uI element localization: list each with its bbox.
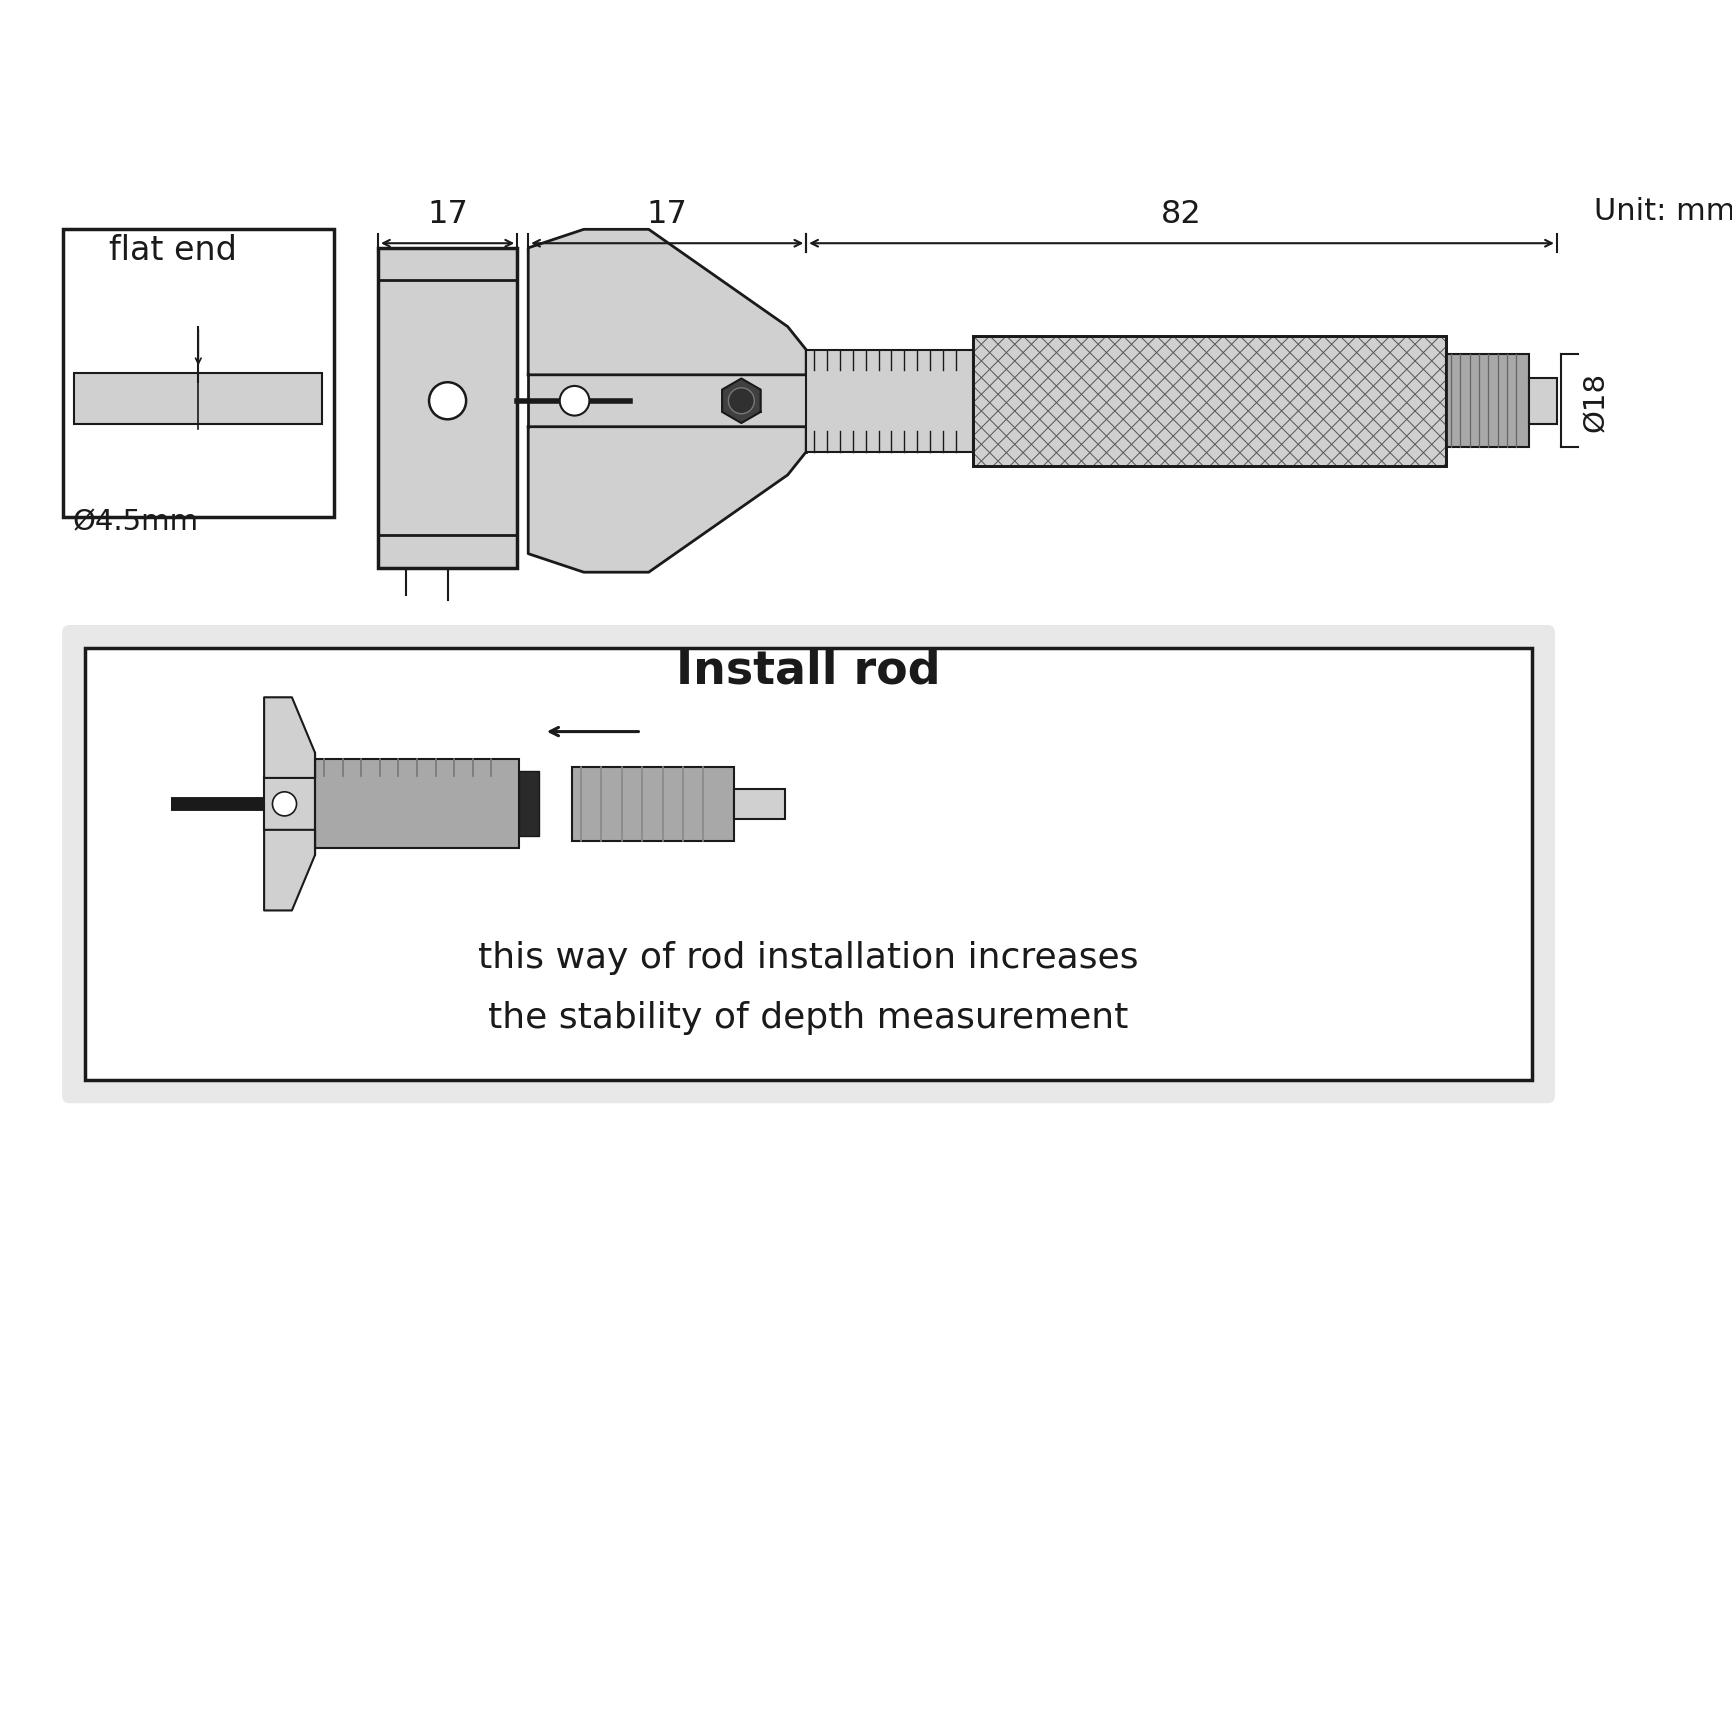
Bar: [1444, 355, 1528, 449]
Polygon shape: [528, 230, 805, 376]
Bar: [74, 374, 322, 424]
Text: 17: 17: [646, 199, 688, 230]
Bar: [972, 336, 1444, 466]
Polygon shape: [263, 698, 315, 778]
FancyBboxPatch shape: [62, 625, 1554, 1103]
Text: 82: 82: [1160, 199, 1202, 230]
Bar: [518, 772, 539, 837]
Text: Ø18: Ø18: [1581, 371, 1609, 431]
Bar: [62, 230, 334, 518]
Circle shape: [559, 386, 589, 416]
Polygon shape: [528, 376, 805, 428]
Bar: [85, 650, 1531, 1081]
Text: flat end: flat end: [109, 234, 237, 267]
Bar: [572, 767, 734, 842]
Bar: [315, 760, 518, 849]
Bar: [972, 336, 1444, 466]
Text: 17: 17: [426, 199, 468, 230]
Polygon shape: [263, 778, 315, 830]
Circle shape: [272, 792, 296, 816]
Circle shape: [430, 383, 466, 421]
Text: Ø4.5mm: Ø4.5mm: [73, 507, 197, 535]
Bar: [805, 350, 972, 452]
Polygon shape: [263, 830, 315, 911]
Bar: [1528, 378, 1555, 424]
Text: this way of rod installation increases: this way of rod installation increases: [478, 940, 1138, 973]
Text: Install rod: Install rod: [675, 648, 940, 693]
Bar: [734, 790, 785, 819]
Polygon shape: [528, 428, 805, 573]
Text: Unit: mm: Unit: mm: [1593, 196, 1732, 225]
Text: the stability of depth measurement: the stability of depth measurement: [488, 1001, 1128, 1034]
Circle shape: [727, 388, 753, 414]
Bar: [378, 249, 516, 568]
Polygon shape: [722, 379, 760, 424]
